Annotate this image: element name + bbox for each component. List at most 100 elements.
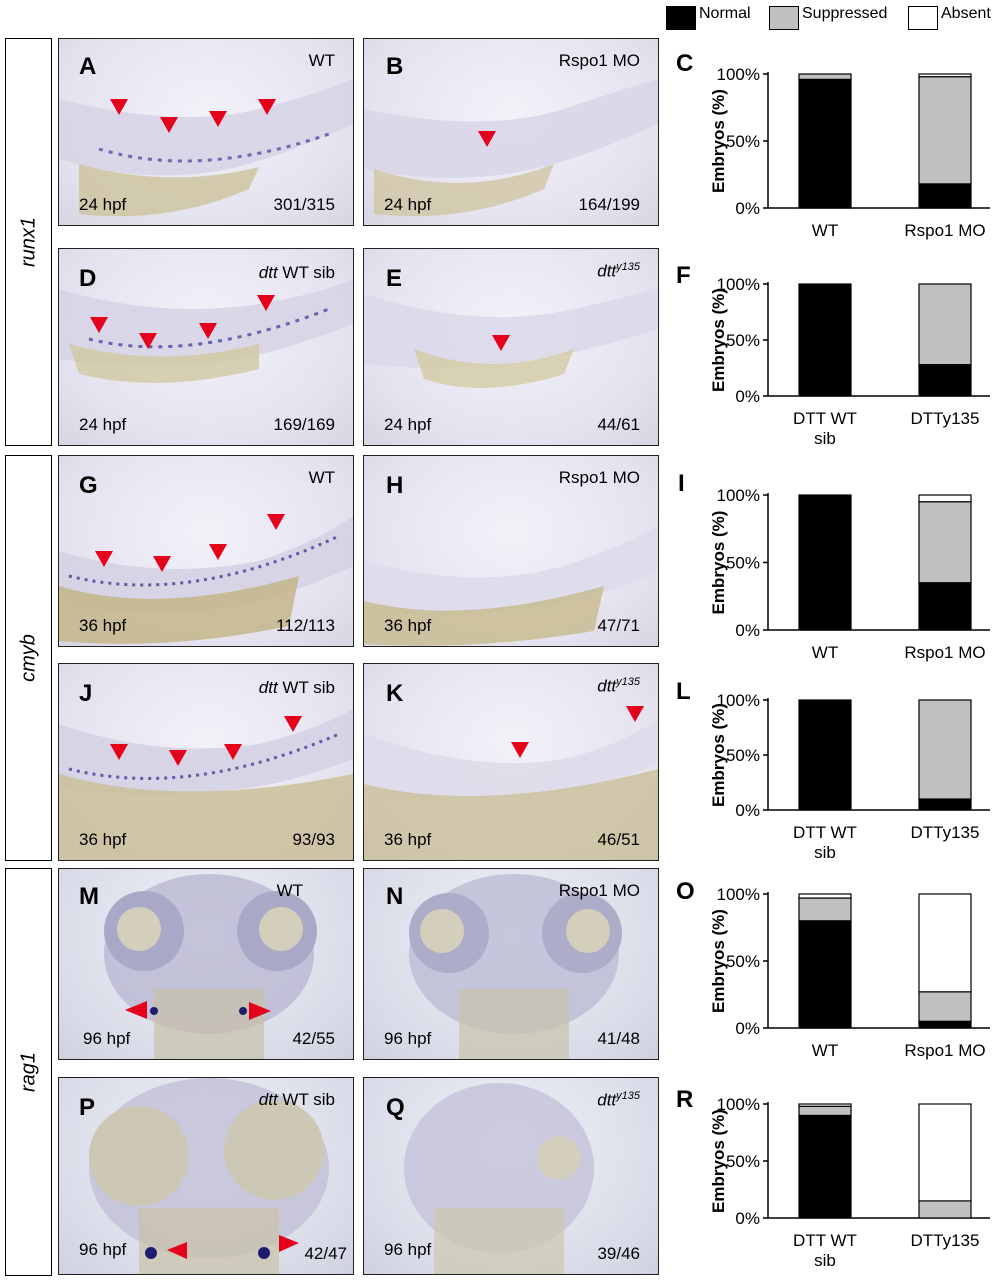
panel-stage: 24 hpf bbox=[79, 415, 127, 434]
x-category-label: WT bbox=[812, 1041, 838, 1060]
bar-segment-absent bbox=[918, 494, 972, 503]
bar-segment-normal bbox=[918, 364, 972, 397]
panel-letter: B bbox=[386, 53, 404, 80]
row-label-cmyb: cmyb bbox=[5, 455, 52, 861]
panel-stage: 24 hpf bbox=[384, 195, 432, 214]
row-label-runx1: runx1 bbox=[5, 38, 52, 446]
chart-letter-o: O bbox=[676, 878, 695, 905]
bar-segment-normal bbox=[918, 1020, 972, 1029]
panel-letter: N bbox=[386, 883, 404, 910]
panel-letter: M bbox=[79, 883, 99, 910]
y-tick-label: 0% bbox=[735, 621, 760, 640]
panel-count: 112/113 bbox=[276, 616, 335, 635]
panel-stage: 36 hpf bbox=[384, 830, 432, 849]
image-panel-p: P dtt WT sib 96 hpf 42/47 bbox=[58, 1077, 354, 1275]
row-label-cmyb-text: cmyb bbox=[17, 634, 39, 682]
x-category-label: DTTy135 bbox=[911, 823, 980, 842]
legend-swatch-absent bbox=[908, 6, 938, 30]
y-tick-label: 0% bbox=[735, 801, 760, 820]
y-tick-label: 50% bbox=[726, 952, 760, 971]
panel-letter: D bbox=[79, 265, 97, 292]
y-axis-label: Embryos (%) bbox=[709, 703, 728, 807]
legend-swatch-normal bbox=[666, 6, 696, 30]
panel-stage: 36 hpf bbox=[384, 616, 432, 635]
x-category-label: Rspo1 MO bbox=[904, 1041, 985, 1060]
y-axis-label: Embryos (%) bbox=[709, 89, 728, 193]
panel-letter: J bbox=[79, 680, 93, 707]
chart-letter-i: I bbox=[678, 470, 685, 497]
panel-condition-label: WT bbox=[308, 468, 335, 487]
bar-segment-absent bbox=[918, 893, 972, 993]
bar-segment-suppressed bbox=[798, 897, 852, 922]
panel-letter: P bbox=[79, 1094, 96, 1121]
image-panel-a: A WT 24 hpf 301/315 bbox=[58, 38, 354, 226]
panel-label-sup: y135 bbox=[616, 261, 640, 273]
x-category-label: DTT WT bbox=[793, 1231, 857, 1250]
bar-segment-suppressed bbox=[798, 73, 852, 80]
panel-label-italic: dtt bbox=[597, 676, 617, 696]
y-axis-label: Embryos (%) bbox=[709, 1109, 728, 1213]
panel-condition-label: WT bbox=[276, 881, 303, 900]
panel-label-sup: y135 bbox=[616, 1090, 640, 1102]
panel-condition-label: dtt WT sib bbox=[259, 263, 335, 283]
panel-count: 42/47 bbox=[304, 1244, 347, 1263]
y-tick-label: 50% bbox=[726, 746, 760, 765]
panel-count: 44/61 bbox=[597, 415, 640, 434]
panel-label-italic: dtt bbox=[597, 261, 617, 281]
x-category-label: DTTy135 bbox=[911, 1231, 980, 1250]
bar-segment-suppressed bbox=[918, 1200, 972, 1219]
panel-label-rest: WT sib bbox=[277, 263, 335, 282]
bar-segment-absent bbox=[918, 1103, 972, 1202]
image-panel-b: B Rspo1 MO 24 hpf 164/199 bbox=[363, 38, 659, 226]
panel-condition-label: dtty135 bbox=[597, 261, 640, 282]
panel-condition-label: Rspo1 MO bbox=[558, 51, 640, 70]
panel-count: 93/93 bbox=[292, 830, 335, 849]
x-category-label: sib bbox=[814, 429, 836, 448]
image-panel-h: H Rspo1 MO 36 hpf 47/71 bbox=[363, 455, 659, 647]
x-category-label: Rspo1 MO bbox=[904, 221, 985, 240]
bar-segment-suppressed bbox=[918, 501, 972, 584]
y-axis-label: Embryos (%) bbox=[709, 909, 728, 1013]
y-tick-label: 100% bbox=[717, 275, 760, 294]
image-panel-j: J dtt WT sib 36 hpf 93/93 bbox=[58, 663, 354, 861]
y-tick-label: 50% bbox=[726, 554, 760, 573]
bar-segment-suppressed bbox=[918, 283, 972, 366]
bar-segment-normal bbox=[798, 920, 852, 1029]
panel-condition-label: Rspo1 MO bbox=[558, 468, 640, 487]
legend-label-absent: Absent bbox=[941, 5, 991, 22]
panel-count: 39/46 bbox=[597, 1244, 640, 1263]
image-panel-e: E dtty135 24 hpf 44/61 bbox=[363, 248, 659, 446]
panel-letter: H bbox=[386, 472, 404, 499]
embryo-trunk-illustration bbox=[364, 706, 658, 860]
x-category-label: DTTy135 bbox=[911, 409, 980, 428]
bar-segment-suppressed bbox=[918, 76, 972, 185]
legend-label-normal: Normal bbox=[699, 5, 751, 22]
panel-stage: 96 hpf bbox=[83, 1029, 131, 1048]
embryo-head-illustration bbox=[409, 874, 622, 1059]
chart-letter-c: C bbox=[676, 50, 694, 77]
y-tick-label: 100% bbox=[717, 486, 760, 505]
legend-swatch-suppressed bbox=[769, 6, 799, 30]
y-tick-label: 100% bbox=[717, 1095, 760, 1114]
legend-label-suppressed: Suppressed bbox=[802, 5, 888, 22]
panel-stage: 96 hpf bbox=[79, 1240, 127, 1259]
bar-segment-normal bbox=[918, 798, 972, 811]
panel-count: 42/55 bbox=[292, 1029, 335, 1048]
panel-stage: 36 hpf bbox=[79, 830, 127, 849]
bar-segment-normal bbox=[798, 699, 852, 811]
embryo-head-illustration bbox=[404, 1083, 594, 1274]
embryo-head-illustration bbox=[104, 874, 317, 1059]
panel-stage: 96 hpf bbox=[384, 1240, 432, 1259]
bar-segment-normal bbox=[798, 283, 852, 397]
bar-segment-normal bbox=[798, 1114, 852, 1219]
x-category-label: Rspo1 MO bbox=[904, 643, 985, 662]
x-category-label: DTT WT bbox=[793, 409, 857, 428]
y-tick-label: 0% bbox=[735, 199, 760, 218]
image-panel-d: D dtt WT sib 24 hpf 169/169 bbox=[58, 248, 354, 446]
panel-count: 164/199 bbox=[578, 195, 640, 214]
image-panel-m: M WT 96 hpf 42/55 bbox=[58, 868, 354, 1060]
y-tick-label: 50% bbox=[726, 1152, 760, 1171]
bar-segment-normal bbox=[798, 494, 852, 631]
x-category-label: sib bbox=[814, 843, 836, 862]
bar-segment-suppressed bbox=[798, 1105, 852, 1117]
